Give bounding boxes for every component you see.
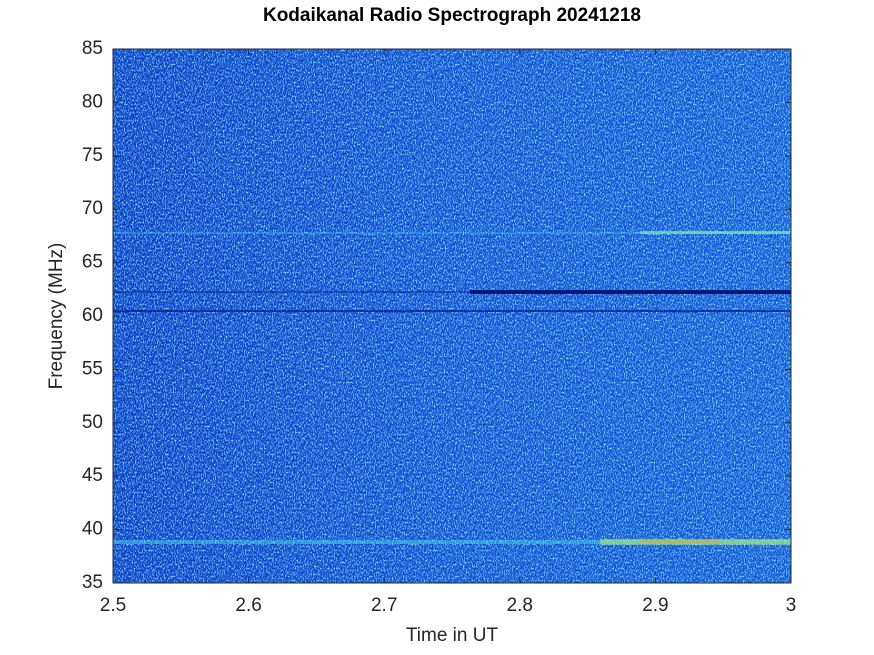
y-tick-label: 50	[82, 412, 103, 433]
y-tick-label: 75	[82, 145, 103, 166]
x-axis-label: Time in UT	[406, 625, 499, 646]
band	[640, 540, 720, 543]
y-tick-label: 40	[82, 519, 103, 540]
chart-title: Kodaikanal Radio Spectrograph 20241218	[263, 5, 641, 26]
y-tick-label: 65	[82, 252, 103, 273]
x-tick-label: 2.7	[371, 595, 397, 616]
x-tick-label: 2.5	[100, 595, 126, 616]
band	[113, 540, 791, 544]
y-tick-label: 70	[82, 198, 103, 219]
y-tick-label: 60	[82, 305, 103, 326]
band	[113, 232, 791, 234]
spectrogram	[113, 49, 791, 583]
y-tick-label: 35	[82, 572, 103, 593]
y-tick-label: 85	[82, 38, 103, 59]
y-axis-label: Frequency (MHz)	[46, 243, 67, 390]
y-tick-label: 55	[82, 358, 103, 379]
band	[113, 291, 791, 293]
band	[113, 310, 791, 312]
band	[470, 290, 791, 294]
y-tick-label: 80	[82, 91, 103, 112]
heatmap-noise	[113, 49, 791, 583]
x-tick-label: 2.6	[235, 595, 261, 616]
x-tick-label: 2.9	[642, 595, 668, 616]
x-tick-label: 2.8	[507, 595, 533, 616]
band	[640, 231, 791, 234]
y-tick-label: 45	[82, 465, 103, 486]
x-tick-label: 3	[786, 595, 797, 616]
